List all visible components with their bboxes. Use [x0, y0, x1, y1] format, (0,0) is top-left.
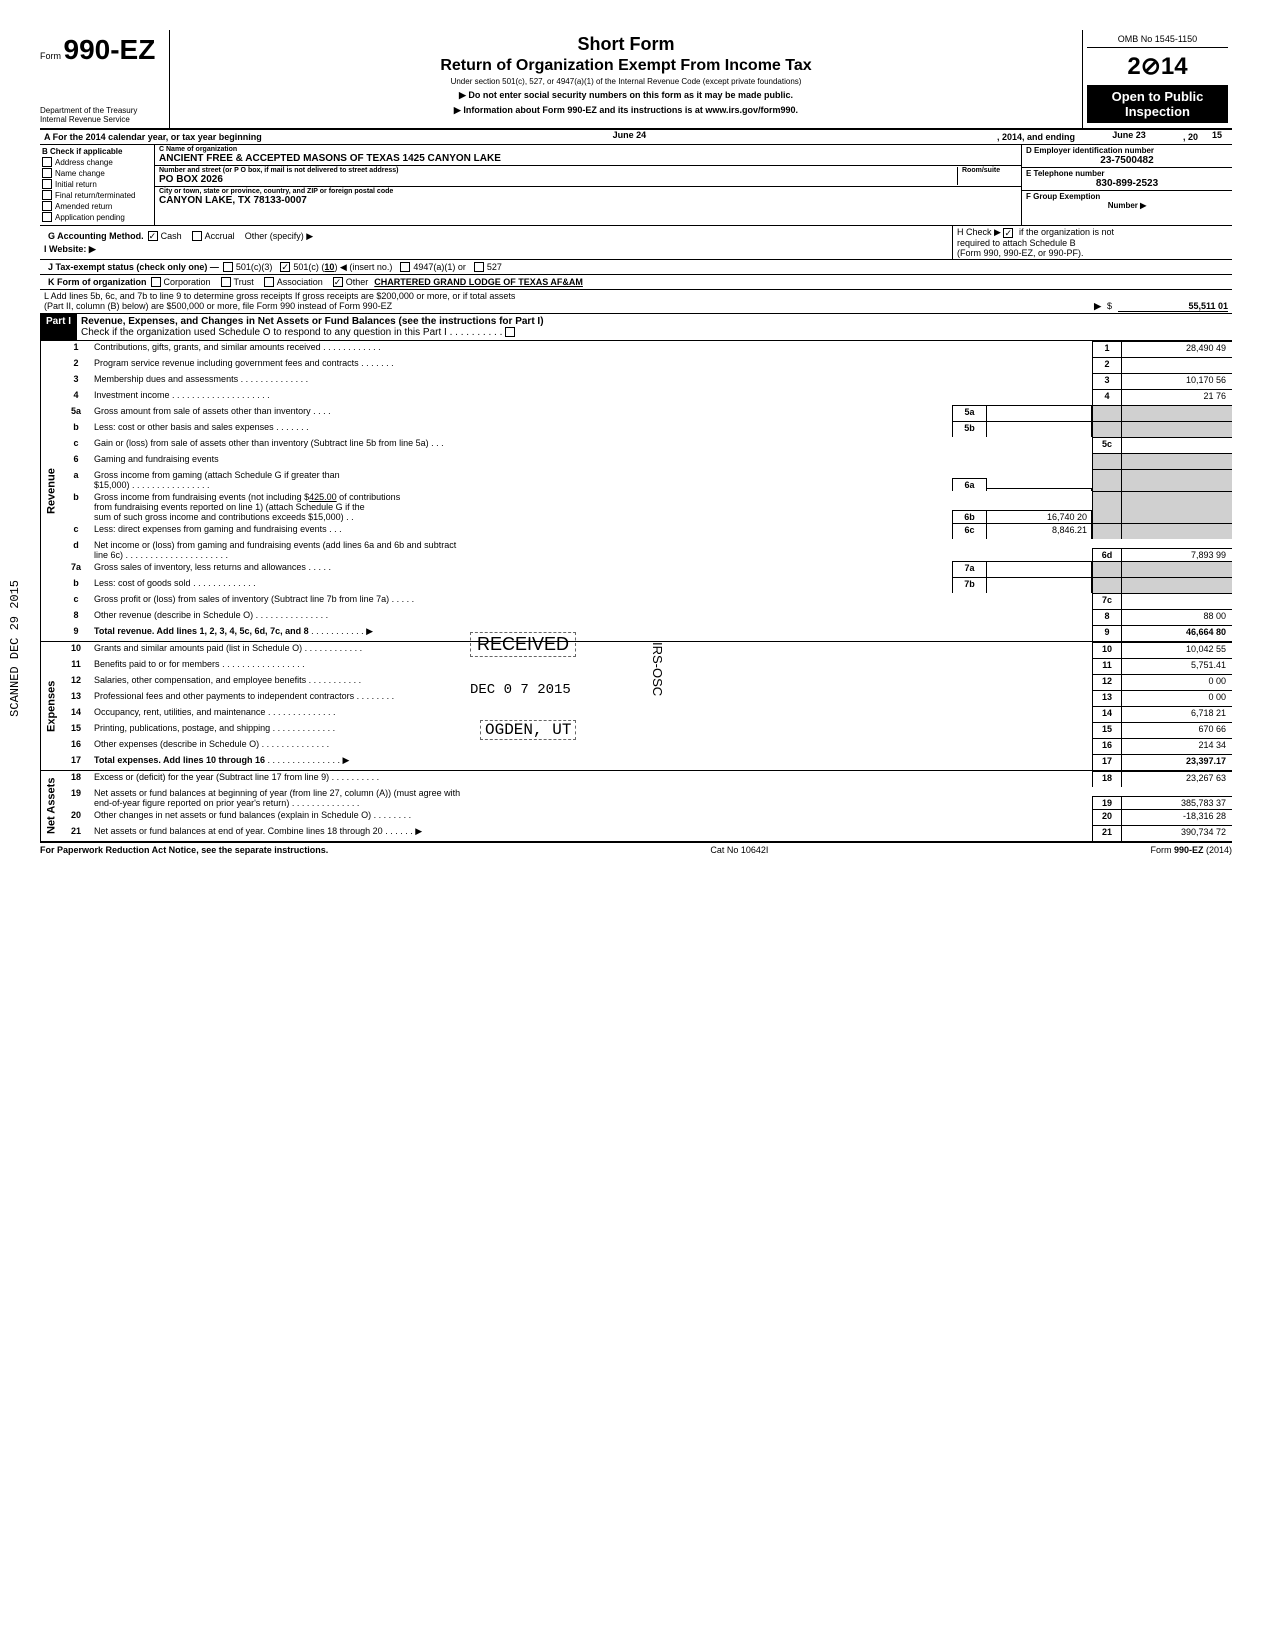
checkbox-pending[interactable]: [42, 212, 52, 222]
line20-val: -18,316 28: [1122, 809, 1232, 825]
title-sub: Return of Organization Exempt From Incom…: [178, 57, 1074, 75]
main-info: B Check if applicable Address change Nam…: [40, 145, 1232, 226]
line4-val: 21 76: [1122, 389, 1232, 405]
line6c-val: 8,846.21: [987, 523, 1092, 539]
line15-val: 670 66: [1122, 722, 1232, 738]
checkbox-amended[interactable]: [42, 201, 52, 211]
title-arrow2: ▶ Information about Form 990-EZ and its …: [178, 105, 1074, 116]
line12-val: 0 00: [1122, 674, 1232, 690]
line17-val: 23,397.17: [1122, 754, 1232, 770]
line19-val: 385,783 37: [1122, 796, 1232, 809]
line2-val: [1122, 357, 1232, 373]
checkbox-501c[interactable]: [280, 262, 290, 272]
footer-left: For Paperwork Reduction Act Notice, see …: [40, 845, 328, 855]
title-arrow1: ▶ Do not enter social security numbers o…: [178, 90, 1074, 101]
form-header: Form 990-EZ Department of the Treasury I…: [40, 30, 1232, 130]
footer: For Paperwork Reduction Act Notice, see …: [40, 843, 1232, 855]
line16-val: 214 34: [1122, 738, 1232, 754]
dept-line1: Department of the Treasury: [40, 106, 161, 115]
row-a: A For the 2014 calendar year, or tax yea…: [40, 130, 1232, 145]
line14-val: 6,718 21: [1122, 706, 1232, 722]
expenses-section: Expenses 10Grants and similar amounts pa…: [40, 642, 1232, 771]
row-i: I Website: ▶: [40, 243, 952, 256]
title-main: Short Form: [178, 34, 1074, 55]
col-b: B Check if applicable Address change Nam…: [40, 145, 155, 225]
received-stamp: RECEIVED: [470, 632, 576, 657]
checkbox-527[interactable]: [474, 262, 484, 272]
footer-right: Form 990-EZ (2014): [1150, 845, 1232, 855]
footer-mid: Cat No 10642I: [710, 845, 768, 855]
checkbox-assoc[interactable]: [264, 277, 274, 287]
line8-val: 88 00: [1122, 609, 1232, 625]
net-assets-section: Net Assets 18Excess or (deficit) for the…: [40, 771, 1232, 843]
checkbox-final-return[interactable]: [42, 190, 52, 200]
col-de: D Employer identification number23-75004…: [1022, 145, 1232, 225]
omb-number: OMB No 1545-1150: [1087, 34, 1228, 48]
part1-header: Part I Revenue, Expenses, and Changes in…: [40, 314, 1232, 341]
checkbox-name-change[interactable]: [42, 168, 52, 178]
checkbox-501c3[interactable]: [223, 262, 233, 272]
checkbox-accrual[interactable]: [192, 231, 202, 241]
checkbox-initial-return[interactable]: [42, 179, 52, 189]
title-cell: Short Form Return of Organization Exempt…: [170, 30, 1082, 128]
line7c-val: [1122, 593, 1232, 609]
omb-cell: OMB No 1545-1150 2⊘201414 Open to Public…: [1082, 30, 1232, 128]
side-expenses: Expenses: [40, 642, 62, 770]
ein: 23-7500482: [1026, 155, 1228, 166]
checkbox-trust[interactable]: [221, 277, 231, 287]
line11-val: 5,751.41: [1122, 658, 1232, 674]
form-number: 990-EZ: [64, 34, 156, 65]
org-name: ANCIENT FREE & ACCEPTED MASONS OF TEXAS …: [159, 153, 1017, 164]
line6b-val: 16,740 20: [987, 510, 1092, 523]
col-c: C Name of organizationANCIENT FREE & ACC…: [155, 145, 1022, 225]
line6d-val: 7,893 99: [1122, 548, 1232, 561]
row-h: H Check ▶ if the organization is not req…: [952, 226, 1232, 259]
side-net-assets: Net Assets: [40, 771, 62, 841]
checkbox-sched-b[interactable]: [1003, 228, 1013, 238]
checkbox-other[interactable]: [333, 277, 343, 287]
date-stamp: DEC 0 7 2015: [470, 682, 571, 698]
row-j: J Tax-exempt status (check only one) — 5…: [40, 260, 1232, 275]
line21-val: 390,734 72: [1122, 825, 1232, 841]
form-prefix: Form: [40, 51, 61, 61]
checkbox-cash[interactable]: [148, 231, 158, 241]
gross-receipts: 55,511 01: [1118, 301, 1228, 312]
tax-year: 2⊘201414: [1087, 52, 1228, 81]
row-l: L Add lines 5b, 6c, and 7b to line 9 to …: [40, 290, 1232, 314]
row-g-i: G Accounting Method. Cash Accrual Other …: [40, 226, 1232, 260]
line3-val: 10,170 56: [1122, 373, 1232, 389]
dept-line2: Internal Revenue Service: [40, 115, 161, 124]
revenue-section: Revenue 1Contributions, gifts, grants, a…: [40, 341, 1232, 642]
line1-val: 28,490 49: [1122, 341, 1232, 357]
checkbox-corp[interactable]: [151, 277, 161, 287]
line18-val: 23,267 63: [1122, 771, 1232, 787]
irs-stamp: IRS-OSC: [650, 642, 665, 696]
row-k: K Form of organization Corporation Trust…: [40, 275, 1232, 290]
ogden-stamp: OGDEN, UT: [480, 720, 576, 740]
checkbox-sched-o[interactable]: [505, 327, 515, 337]
form-number-cell: Form 990-EZ Department of the Treasury I…: [40, 30, 170, 128]
line9-val: 46,664 80: [1122, 625, 1232, 641]
side-revenue: Revenue: [40, 341, 62, 641]
checkbox-address-change[interactable]: [42, 157, 52, 167]
checkbox-4947[interactable]: [400, 262, 410, 272]
line10-val: 10,042 55: [1122, 642, 1232, 658]
title-under: Under section 501(c), 527, or 4947(a)(1)…: [178, 77, 1074, 86]
line5c-val: [1122, 437, 1232, 453]
other-org-text: CHARTERED GRAND LODGE OF TEXAS AF&AM: [374, 277, 583, 287]
org-address: PO BOX 2026: [159, 174, 957, 185]
open-public: Open to Public Inspection: [1087, 85, 1228, 123]
org-city: CANYON LAKE, TX 78133-0007: [159, 195, 1017, 206]
phone: 830-899-2523: [1026, 178, 1228, 189]
side-margin-text: SCANNED DEC 29 2015: [8, 580, 22, 717]
line13-val: 0 00: [1122, 690, 1232, 706]
